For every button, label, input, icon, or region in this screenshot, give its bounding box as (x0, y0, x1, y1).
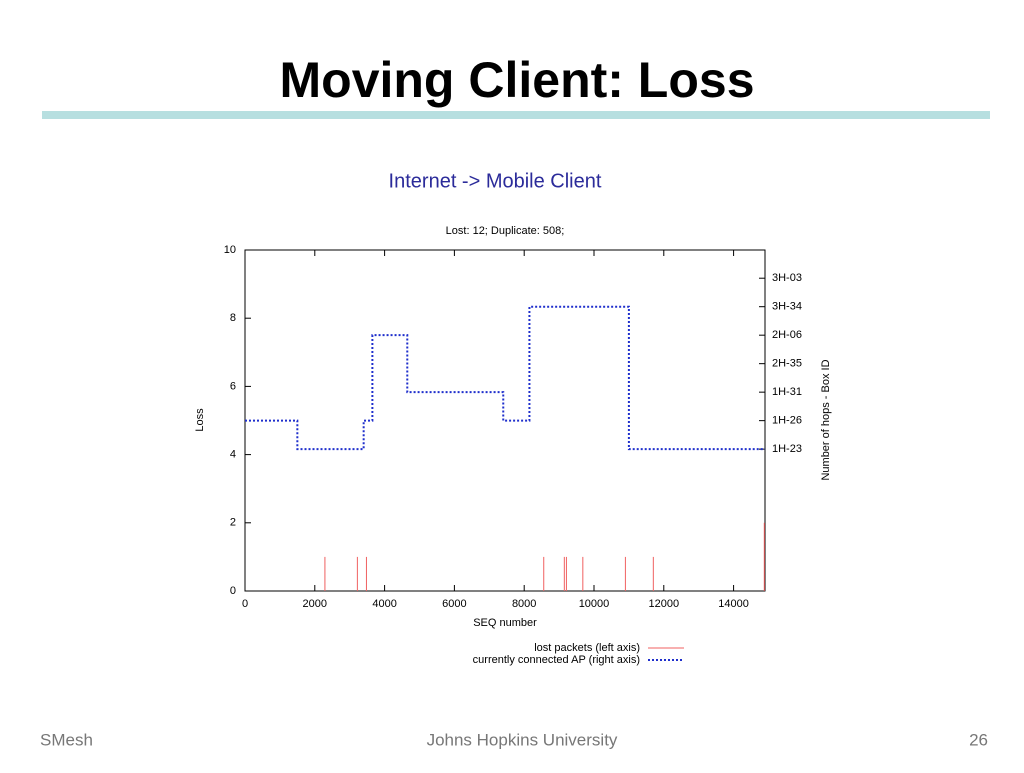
y2-tick-label: 1H-31 (772, 386, 802, 398)
x-tick-label: 4000 (372, 598, 396, 610)
x-tick-label: 6000 (442, 598, 466, 610)
x-axis-label: SEQ number (473, 617, 537, 629)
y2-tick-label: 2H-35 (772, 358, 802, 370)
y2-tick-label: 3H-03 (772, 272, 802, 284)
x-tick-label: 12000 (648, 598, 679, 610)
y-tick-label: 0 (230, 585, 236, 597)
slide-title: Moving Client: Loss (280, 52, 755, 108)
y-tick-label: 10 (224, 244, 236, 256)
x-tick-label: 8000 (512, 598, 536, 610)
ap-line (245, 305, 765, 451)
y-tick-label: 4 (230, 449, 236, 461)
x-tick-label: 0 (242, 598, 248, 610)
y2-tick-label: 2H-06 (772, 329, 802, 341)
y2-tick-label: 1H-26 (772, 415, 802, 427)
chart-subtitle: Lost: 12; Duplicate: 508; (446, 225, 565, 237)
x-tick-label: 2000 (303, 598, 327, 610)
chart-title: Internet -> Mobile Client (389, 170, 602, 192)
footer-center: Johns Hopkins University (427, 730, 618, 749)
legend-label: currently connected AP (right axis) (473, 654, 640, 666)
y-tick-label: 8 (230, 312, 236, 324)
title-rule (42, 111, 990, 119)
legend-label: lost packets (left axis) (534, 642, 640, 654)
y2-axis-label: Number of hops - Box ID (820, 359, 832, 480)
footer-left: SMesh (40, 730, 93, 749)
y-axis-label: Loss (194, 408, 206, 432)
y2-tick-label: 3H-34 (772, 301, 802, 313)
y-tick-label: 2 (230, 517, 236, 529)
page-number: 26 (969, 730, 988, 749)
y-tick-label: 6 (230, 380, 236, 392)
y2-tick-label: 1H-23 (772, 443, 802, 455)
x-tick-label: 14000 (718, 598, 749, 610)
x-tick-label: 10000 (579, 598, 610, 610)
plot-frame (244, 249, 766, 592)
